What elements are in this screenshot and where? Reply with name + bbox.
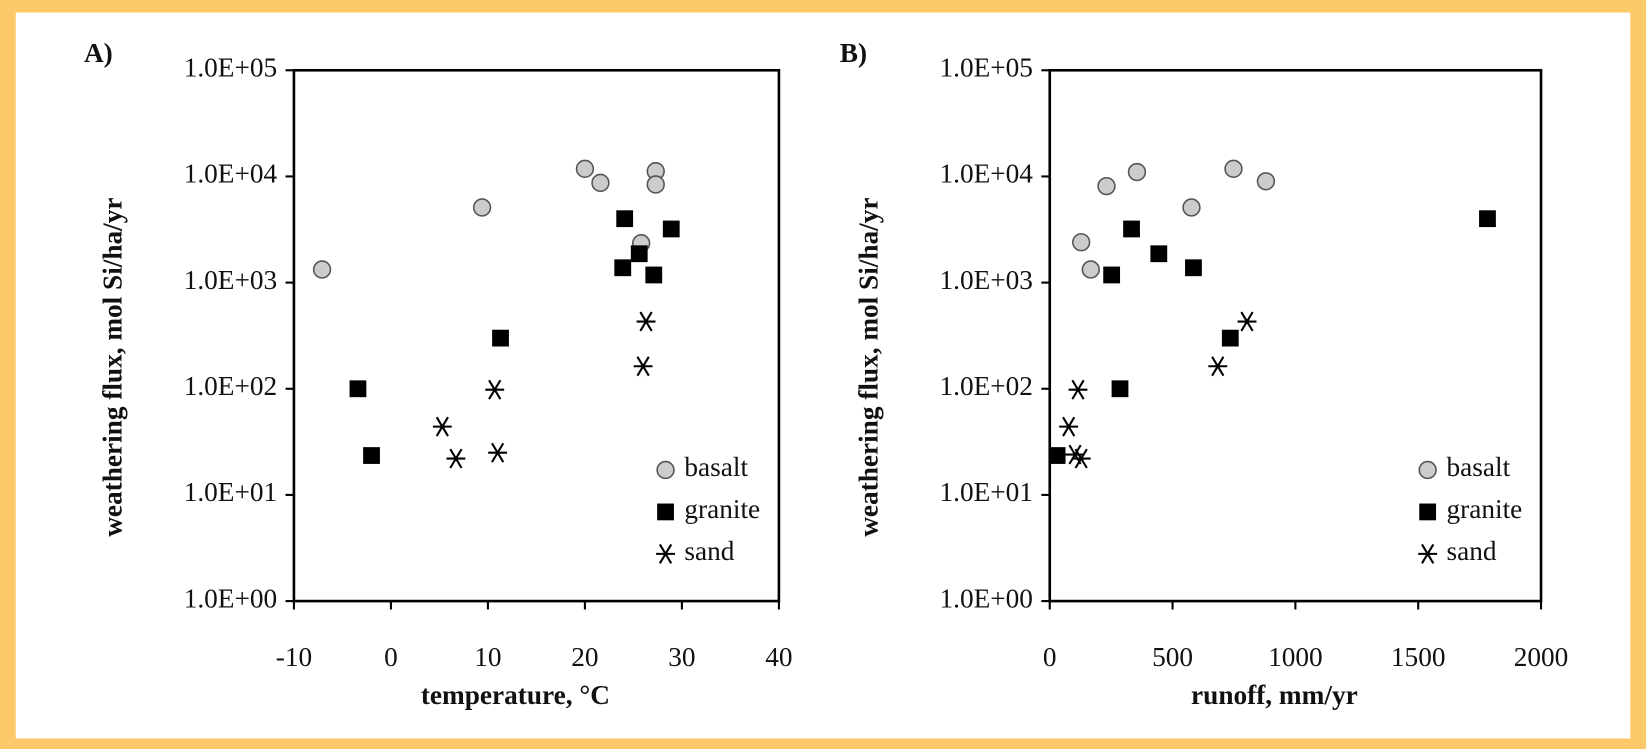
granite-point <box>1103 266 1121 284</box>
sand-point <box>1059 416 1079 437</box>
y-tick-label: 1.0E+02 <box>940 371 1033 401</box>
granite-point <box>662 220 680 238</box>
granite-point <box>349 380 367 398</box>
y-tick-label: 1.0E+01 <box>184 477 277 507</box>
granite-point <box>1123 220 1140 238</box>
sand-point <box>485 379 505 400</box>
x-tick-label: 10 <box>474 642 501 672</box>
sand-point <box>633 356 653 377</box>
legend-marker <box>656 460 675 480</box>
panel-background <box>15 12 1631 739</box>
legend-label: granite <box>1447 494 1523 524</box>
x-tick-label: 1500 <box>1391 642 1446 672</box>
y-tick-label: 1.0E+04 <box>184 159 278 189</box>
basalt-point <box>646 175 665 194</box>
x-tick-label: 500 <box>1152 642 1193 672</box>
legend-marker <box>1418 543 1438 564</box>
x-axis-title: runoff, mm/yr <box>1191 680 1358 710</box>
x-tick-label: -10 <box>276 642 312 672</box>
sand-point <box>1071 448 1091 469</box>
y-tick-label: 1.0E+01 <box>940 477 1033 507</box>
granite-point <box>1221 329 1239 347</box>
y-axis-title: weathering flux, mol Si/ha/yr <box>854 198 884 537</box>
legend-label: basalt <box>1447 452 1511 482</box>
sand-point <box>1068 379 1088 400</box>
basalt-point <box>472 198 492 217</box>
y-axis-title: weathering flux, mol Si/ha/yr <box>98 198 128 537</box>
basalt-point <box>1072 233 1091 252</box>
y-tick-label: 1.0E+05 <box>184 53 277 83</box>
x-tick-label: 0 <box>384 642 398 672</box>
basalt-point <box>1097 176 1116 196</box>
y-tick-label: 1.0E+00 <box>940 583 1033 613</box>
granite-point <box>616 210 634 228</box>
x-tick-label: 30 <box>668 642 695 672</box>
x-tick-label: 40 <box>765 642 792 672</box>
basalt-point <box>1182 198 1201 217</box>
granite-point <box>614 259 632 277</box>
sand-point <box>432 416 452 437</box>
sand-point <box>1208 356 1228 377</box>
y-tick-label: 1.0E+05 <box>940 53 1033 83</box>
legend-label: basalt <box>684 452 748 482</box>
granite-point <box>1185 259 1202 277</box>
basalt-point <box>575 159 595 178</box>
granite-point <box>1048 447 1066 464</box>
x-tick-label: 20 <box>571 642 598 672</box>
sand-point <box>488 442 508 463</box>
y-tick-label: 1.0E+03 <box>184 265 277 295</box>
legend-label: granite <box>684 494 760 524</box>
granite-point <box>492 329 509 347</box>
legend-marker <box>656 543 675 564</box>
y-tick-label: 1.0E+03 <box>940 265 1033 295</box>
granite-point <box>630 245 648 263</box>
y-tick-label: 1.0E+04 <box>940 159 1034 189</box>
granite-point <box>1479 210 1496 228</box>
y-tick-label: 1.0E+00 <box>184 583 277 613</box>
granite-point <box>645 266 663 284</box>
panel-label: B) <box>840 38 867 68</box>
legend-marker <box>1418 460 1437 480</box>
legend-label: sand <box>684 536 734 566</box>
x-tick-label: 2000 <box>1514 642 1569 672</box>
legend-label: sand <box>1447 536 1497 566</box>
granite-point <box>363 447 380 464</box>
granite-point <box>1150 245 1168 263</box>
basalt-point <box>312 260 332 279</box>
basalt-point <box>1127 162 1147 182</box>
x-axis-title: temperature, °C <box>421 680 610 710</box>
basalt-point <box>1081 260 1100 279</box>
basalt-point <box>1224 159 1243 178</box>
basalt-point <box>591 173 610 193</box>
y-tick-label: 1.0E+02 <box>184 371 277 401</box>
basalt-point <box>1256 172 1276 191</box>
x-tick-label: 0 <box>1043 642 1057 672</box>
granite-point <box>1111 380 1129 398</box>
sand-point <box>636 311 656 332</box>
x-tick-label: 1000 <box>1268 642 1323 672</box>
panel-label: A) <box>84 38 113 68</box>
legend-marker <box>657 503 674 521</box>
sand-point <box>1237 311 1257 332</box>
plot-frame <box>292 68 781 603</box>
legend-marker <box>1419 503 1437 521</box>
sand-point <box>446 448 466 469</box>
